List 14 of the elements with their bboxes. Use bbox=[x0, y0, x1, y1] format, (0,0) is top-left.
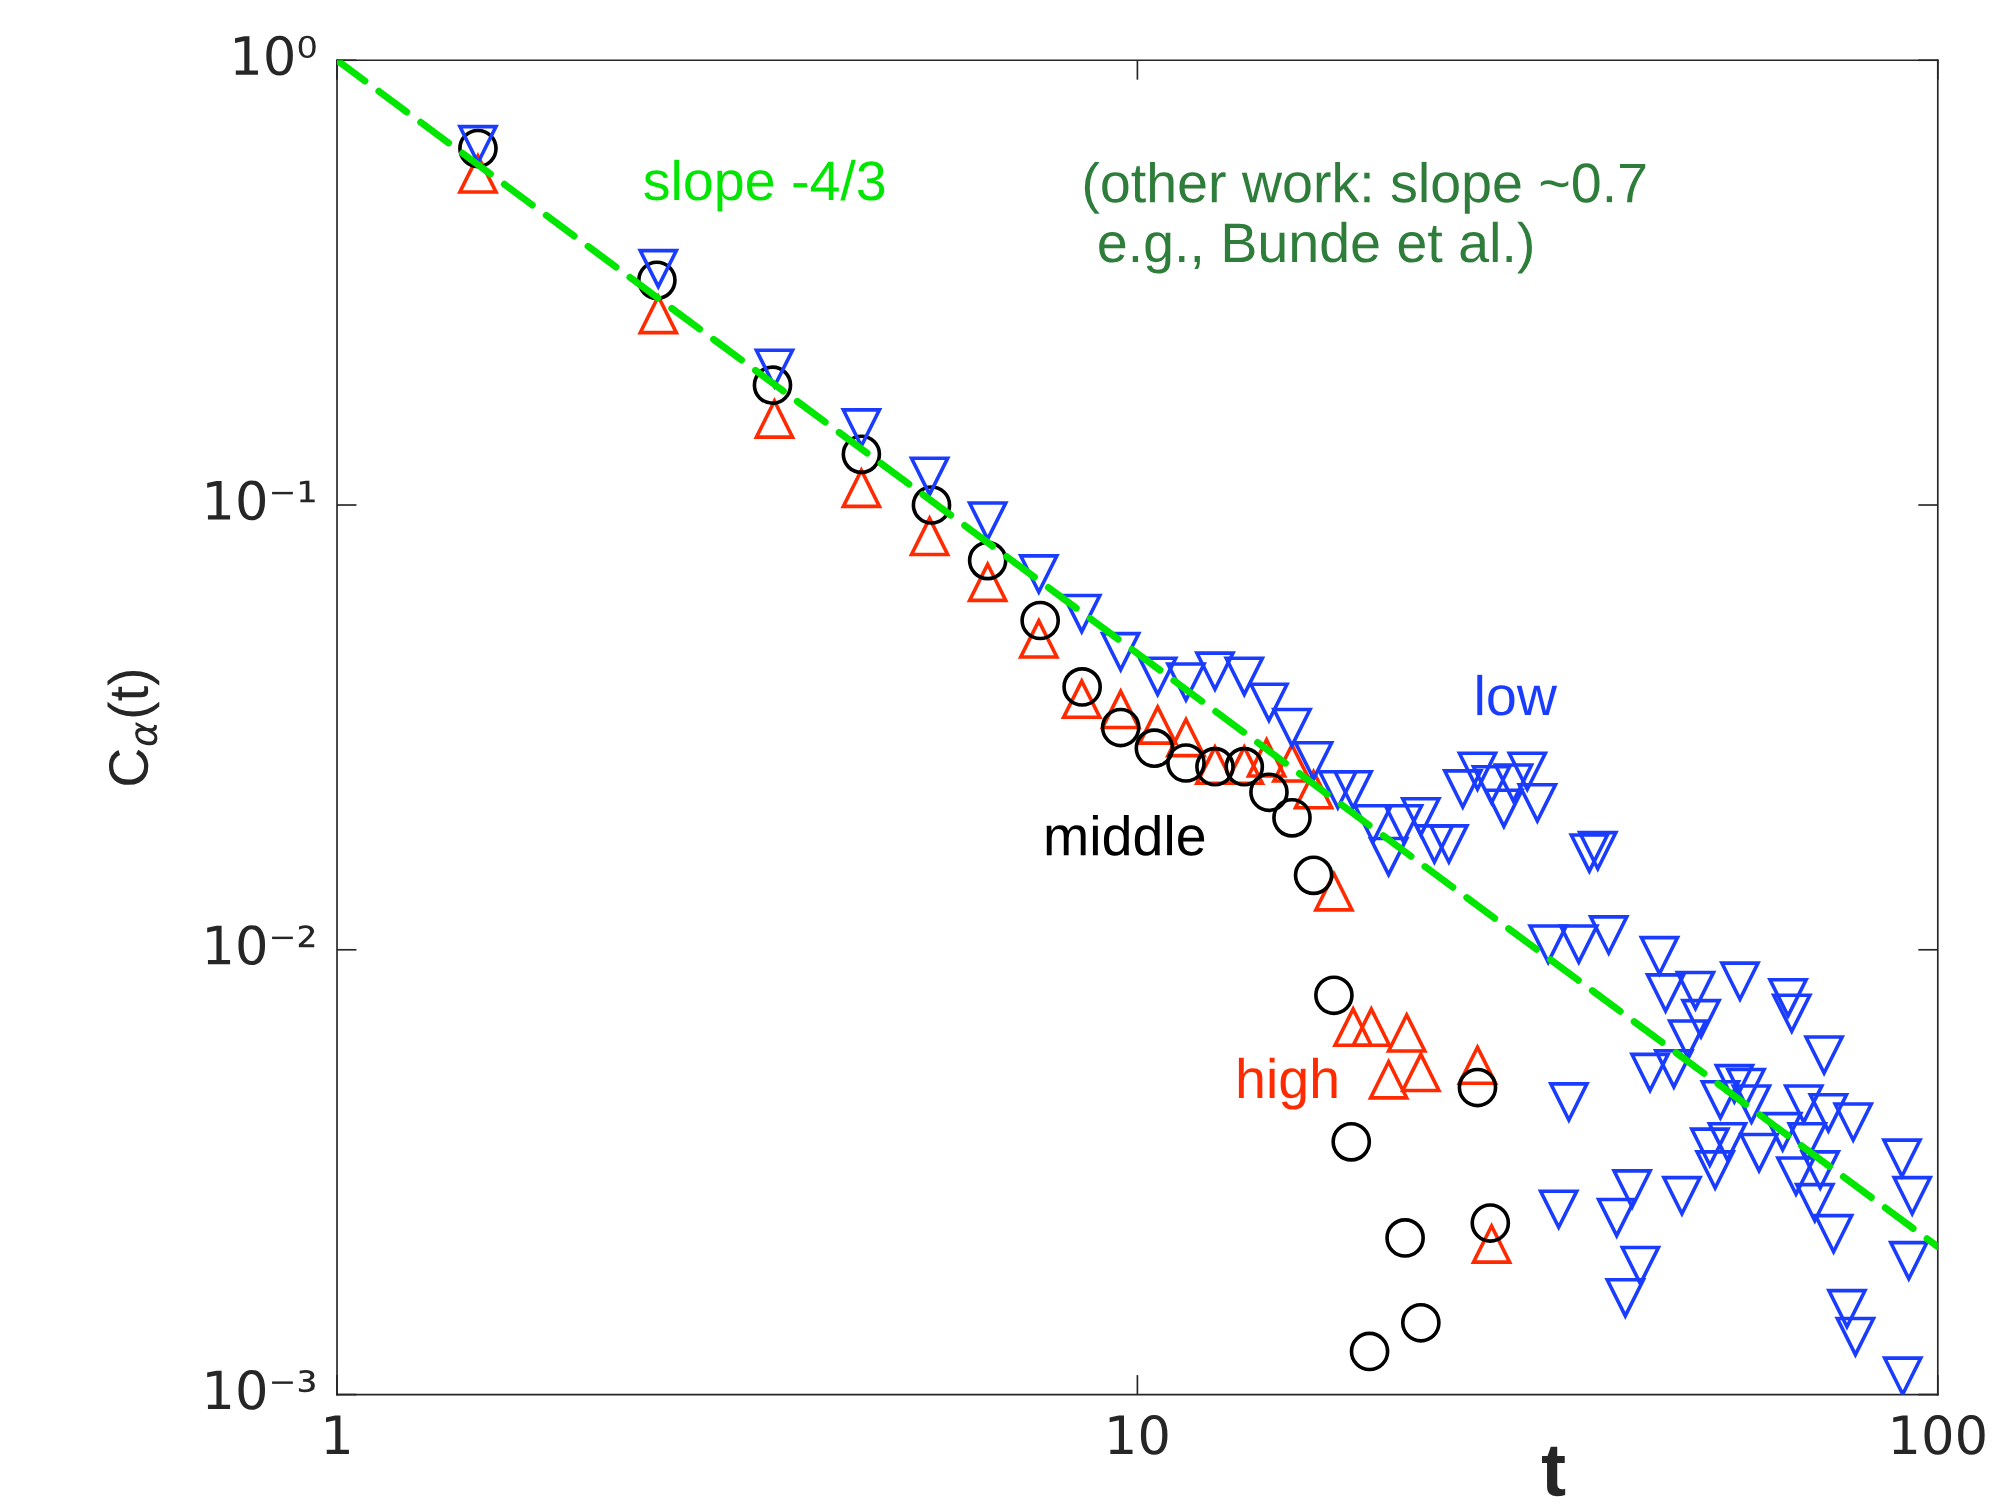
x-axis-title: t bbox=[1542, 1446, 1566, 1497]
x-tick-label: 10 bbox=[1109, 1414, 1168, 1455]
x-tick-label: 100 bbox=[1893, 1414, 1985, 1455]
y-tick-label: 10⁰ bbox=[235, 35, 316, 76]
series-label: slope -4/3 bbox=[644, 159, 885, 212]
y-tick-label: 10⁻² bbox=[207, 925, 315, 966]
series-label: middle bbox=[1046, 814, 1205, 856]
x-tick-label: 1 bbox=[326, 1415, 349, 1455]
annotation: (other work: slope ~0.7 e.g., Bunde et al.) bbox=[1084, 161, 1646, 274]
y-tick-label: 10⁻³ bbox=[207, 1369, 315, 1410]
series-label: low bbox=[1477, 674, 1558, 716]
y-tick-label: 10⁻¹ bbox=[207, 480, 315, 521]
y-axis-title: C$_{α}$(t) bbox=[107, 670, 160, 785]
series-label: high bbox=[1238, 1057, 1337, 1110]
